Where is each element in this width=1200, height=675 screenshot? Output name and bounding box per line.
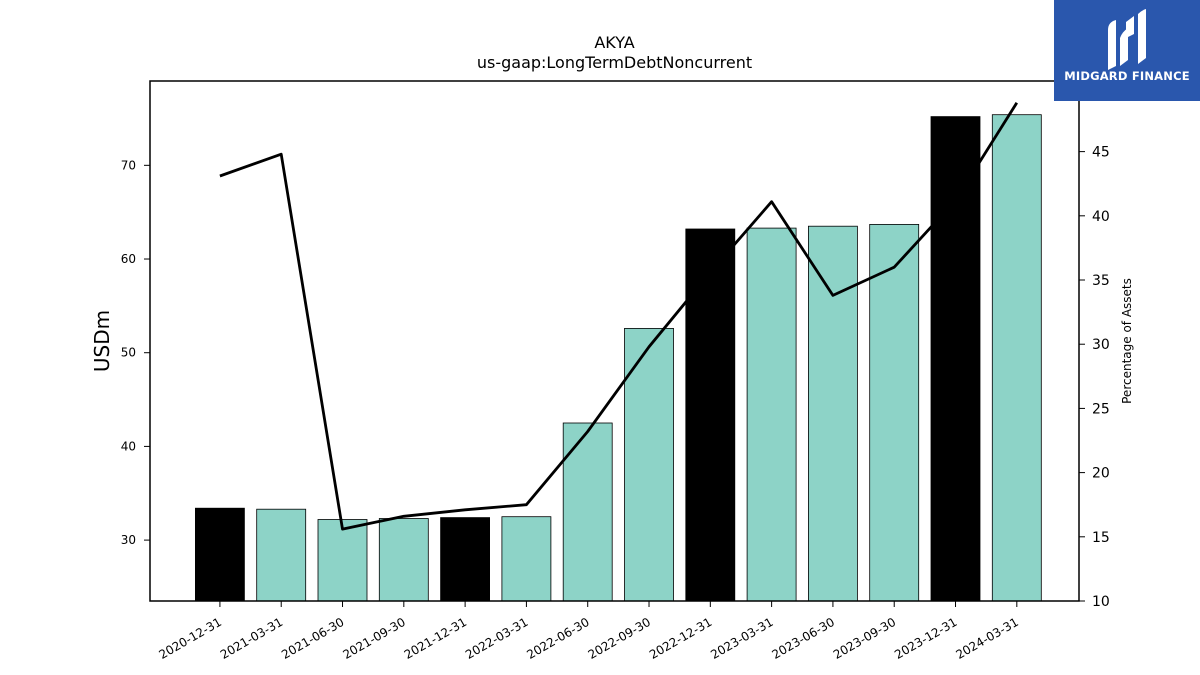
y-tick-label: 30: [121, 533, 136, 547]
x-tick-label: 2023-06-30: [770, 615, 837, 662]
y2-tick-label: 25: [1092, 401, 1110, 417]
chart-subtitle: us-gaap:LongTermDebtNoncurrent: [476, 53, 753, 72]
chart-title: AKYA: [594, 33, 635, 52]
percentage-line: [219, 102, 1018, 531]
x-tick-label: 2022-06-30: [524, 615, 591, 662]
line-layer: [219, 102, 1018, 531]
bar-2023-12-31: [930, 116, 981, 602]
x-tick-label: 2021-06-30: [279, 615, 346, 662]
x-tick-label: 2022-09-30: [586, 615, 653, 662]
x-tick-label: 2023-12-31: [892, 615, 959, 662]
x-tick-label: 2024-03-31: [953, 615, 1020, 662]
bar-2023-09-30: [869, 223, 920, 602]
x-tick-label: 2021-03-31: [218, 615, 285, 662]
x-tick-label: 2022-12-31: [647, 615, 714, 662]
y-tick-label: 70: [121, 158, 136, 172]
x-tick-label: 2020-12-31: [157, 615, 224, 662]
brand-mark-icon: [1108, 9, 1146, 70]
y2-tick-label: 10: [1092, 594, 1110, 610]
x-axis: 2020-12-312021-03-312021-06-302021-09-30…: [157, 601, 1021, 662]
x-tick-label: 2023-09-30: [831, 615, 898, 662]
y2-tick-label: 30: [1092, 337, 1110, 353]
bar-2022-12-31: [685, 228, 736, 602]
y-tick-label: 60: [121, 252, 136, 266]
bar-2023-03-31: [746, 227, 797, 602]
y2-tick-label: 15: [1092, 530, 1110, 546]
x-tick-label: 2022-03-31: [463, 615, 530, 662]
bar-2024-03-31: [991, 114, 1042, 602]
brand-logo: MIDGARD FINANCE: [1054, 0, 1200, 101]
x-tick-label: 2023-03-31: [708, 615, 775, 662]
x-tick-label: 2021-12-31: [402, 615, 469, 662]
bar-2022-09-30: [624, 327, 674, 602]
brand-name: MIDGARD FINANCE: [1064, 69, 1190, 83]
right-axis: 10 15 20 25 30 35 40 45: [1079, 145, 1110, 610]
y2-tick-label: 40: [1092, 209, 1110, 225]
bar-2022-03-31: [501, 516, 552, 602]
y2-tick-label: 20: [1092, 466, 1110, 482]
bar-2020-12-31: [194, 507, 245, 602]
bar-2021-12-31: [440, 517, 491, 602]
bar-2021-03-31: [256, 508, 307, 602]
plot-frame: [149, 80, 1080, 602]
x-tick-label: 2021-09-30: [340, 615, 407, 662]
bar-2022-06-30: [562, 422, 613, 602]
y-tick-label: 40: [121, 439, 136, 453]
bars-layer: [194, 114, 1042, 602]
bar-2021-06-30: [317, 519, 368, 602]
y-tick-label: 50: [121, 346, 136, 360]
y2-tick-label: 35: [1092, 273, 1110, 289]
y2-tick-label: 45: [1092, 145, 1110, 161]
y2-axis-label: Percentage of Assets: [1120, 278, 1134, 404]
y-axis-label: USDm: [90, 310, 114, 372]
bar-2023-06-30: [808, 225, 858, 602]
bar-2021-09-30: [378, 518, 429, 602]
left-axis: 30 40 50 60 70: [121, 158, 150, 547]
